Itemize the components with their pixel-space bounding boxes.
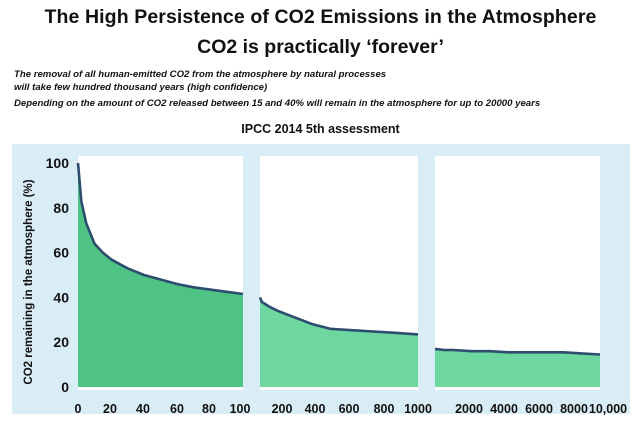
x-tick-label: 400 xyxy=(305,402,326,416)
x-tick-label: 0 xyxy=(75,402,82,416)
x-tick-label: 800 xyxy=(374,402,395,416)
x-tick-label: 1000 xyxy=(404,402,432,416)
x-tick-label: 8000 xyxy=(560,402,588,416)
y-tick-label: 0 xyxy=(61,379,69,395)
x-tick-label: 10,000 xyxy=(589,402,627,416)
y-tick-label: 40 xyxy=(53,289,69,305)
chart-title-line2: CO2 is practically ‘forever’ xyxy=(197,36,444,58)
y-axis-title: CO2 remaining in the atmosphere (%) xyxy=(23,179,35,385)
note-line-2: will take few hundred thousand years (hi… xyxy=(14,82,268,93)
area-fill-panel-3 xyxy=(435,348,600,387)
x-tick-label: 60 xyxy=(170,402,184,416)
x-tick-label: 600 xyxy=(339,402,360,416)
y-tick-label: 80 xyxy=(53,200,69,216)
x-tick-label: 200 xyxy=(272,402,293,416)
x-tick-label: 2000 xyxy=(455,402,483,416)
chart-subtitle: IPCC 2014 5th assessment xyxy=(241,122,400,136)
y-tick-label: 100 xyxy=(46,155,70,171)
note-line-3: Depending on the amount of CO2 released … xyxy=(14,98,541,109)
note-line-1: The removal of all human-emitted CO2 fro… xyxy=(14,69,387,80)
x-tick-label: 4000 xyxy=(490,402,518,416)
y-tick-label: 20 xyxy=(53,334,69,350)
x-tick-label: 80 xyxy=(202,402,216,416)
chart-title: The High Persistence of CO2 Emissions in… xyxy=(44,6,597,28)
decay-line-panel-2 xyxy=(258,296,419,336)
y-tick-label: 60 xyxy=(53,245,69,261)
area-fill-panel-1 xyxy=(78,163,243,387)
tick-labels: 0 20 40 60 80 100 200 400 600 800 1000 2000 4000 6000… xyxy=(46,155,628,416)
x-tick-label: 40 xyxy=(136,402,150,416)
x-tick-label: 100 xyxy=(230,402,251,416)
area-series xyxy=(76,162,601,387)
decay-line-panel-1 xyxy=(76,162,244,296)
decay-line-panel-3 xyxy=(434,347,601,356)
x-tick-label: 20 xyxy=(103,402,117,416)
x-tick-label: 6000 xyxy=(525,402,553,416)
